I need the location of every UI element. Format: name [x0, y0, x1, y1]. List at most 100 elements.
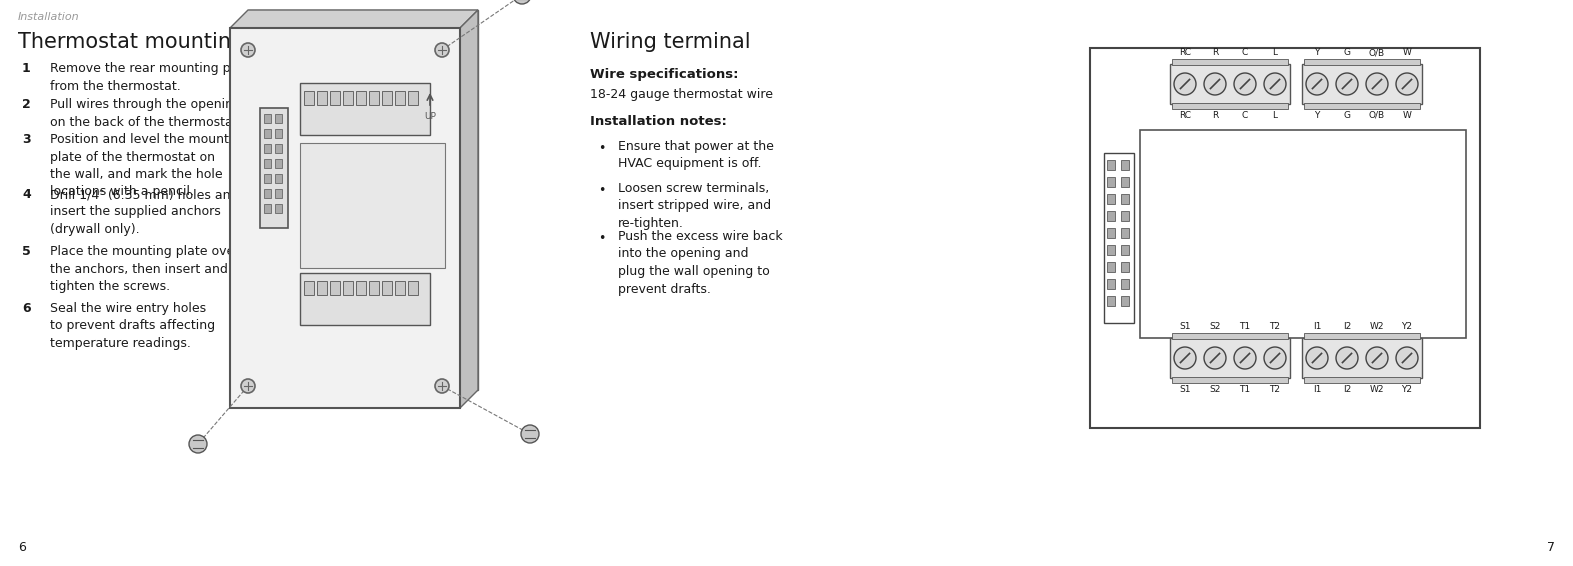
Circle shape: [521, 425, 540, 443]
Bar: [318, 281, 327, 295]
Text: 7: 7: [1546, 541, 1556, 554]
Text: R: R: [1211, 48, 1218, 57]
Text: S1: S1: [1180, 385, 1191, 394]
Bar: [264, 144, 271, 153]
Bar: [275, 204, 282, 213]
Circle shape: [1265, 73, 1287, 95]
Text: S1: S1: [1180, 322, 1191, 331]
Text: I2: I2: [1343, 385, 1351, 394]
Polygon shape: [249, 10, 478, 390]
Bar: [275, 159, 282, 168]
Polygon shape: [459, 10, 478, 408]
Circle shape: [436, 43, 448, 57]
Bar: [1122, 177, 1129, 187]
Circle shape: [1203, 347, 1225, 369]
Bar: [1122, 194, 1129, 204]
Bar: [1107, 211, 1115, 221]
Text: Ensure that power at the
HVAC equipment is off.: Ensure that power at the HVAC equipment …: [618, 140, 774, 170]
Text: I1: I1: [1313, 322, 1321, 331]
Text: Seal the wire entry holes
to prevent drafts affecting
temperature readings.: Seal the wire entry holes to prevent dra…: [50, 302, 216, 350]
Bar: [275, 189, 282, 198]
Bar: [300, 143, 445, 268]
Circle shape: [1365, 347, 1387, 369]
Text: 6: 6: [22, 302, 30, 315]
Circle shape: [241, 43, 255, 57]
Bar: [1107, 194, 1115, 204]
Bar: [395, 91, 404, 105]
Text: Installation notes:: Installation notes:: [590, 115, 727, 128]
Bar: [304, 91, 315, 105]
Circle shape: [1365, 73, 1387, 95]
Bar: [264, 204, 271, 213]
Text: Push the excess wire back
into the opening and
plug the wall opening to
prevent : Push the excess wire back into the openi…: [618, 230, 783, 295]
Text: 6: 6: [17, 541, 25, 554]
Bar: [382, 91, 392, 105]
Text: Pull wires through the opening
on the back of the thermostat.: Pull wires through the opening on the ba…: [50, 98, 242, 128]
Bar: [1107, 245, 1115, 255]
Bar: [370, 91, 379, 105]
Text: C: C: [1241, 111, 1247, 120]
Bar: [330, 281, 340, 295]
Text: Drill 1/4″ (6.35 mm) holes and
insert the supplied anchors
(drywall only).: Drill 1/4″ (6.35 mm) holes and insert th…: [50, 188, 239, 236]
Bar: [330, 91, 340, 105]
Text: I1: I1: [1313, 385, 1321, 394]
Text: Y: Y: [1315, 48, 1320, 57]
Bar: [260, 108, 288, 228]
Circle shape: [1395, 73, 1417, 95]
Text: L: L: [1273, 48, 1277, 57]
Circle shape: [1173, 73, 1195, 95]
Text: Thermostat mounting: Thermostat mounting: [17, 32, 244, 52]
Text: W2: W2: [1370, 385, 1384, 394]
Text: Installation: Installation: [17, 12, 80, 22]
Text: Y2: Y2: [1402, 385, 1413, 394]
Bar: [1304, 333, 1420, 339]
Bar: [1122, 160, 1129, 170]
Text: Wire specifications:: Wire specifications:: [590, 68, 738, 81]
Bar: [1172, 59, 1288, 65]
Bar: [1122, 228, 1129, 238]
Text: Y: Y: [1315, 111, 1320, 120]
Text: Y2: Y2: [1402, 322, 1413, 331]
Circle shape: [1173, 347, 1195, 369]
Bar: [1172, 377, 1288, 383]
Polygon shape: [230, 28, 459, 408]
Circle shape: [1335, 73, 1357, 95]
Bar: [275, 114, 282, 123]
Text: O/B: O/B: [1369, 111, 1386, 120]
Text: RC: RC: [1180, 48, 1191, 57]
Text: T1: T1: [1240, 385, 1251, 394]
Circle shape: [436, 379, 448, 393]
Text: Position and level the mounting
plate of the thermostat on
the wall, and mark th: Position and level the mounting plate of…: [50, 133, 249, 199]
Bar: [264, 174, 271, 183]
Bar: [355, 281, 367, 295]
Text: 2: 2: [22, 98, 31, 111]
Circle shape: [1265, 347, 1287, 369]
Bar: [1304, 103, 1420, 109]
Circle shape: [1233, 73, 1255, 95]
Circle shape: [241, 379, 255, 393]
Bar: [370, 281, 379, 295]
Bar: [275, 144, 282, 153]
Bar: [1107, 279, 1115, 289]
Bar: [382, 281, 392, 295]
Bar: [264, 129, 271, 138]
Bar: [264, 159, 271, 168]
Bar: [407, 281, 418, 295]
Circle shape: [1395, 347, 1417, 369]
Bar: [300, 83, 429, 135]
Bar: [1090, 48, 1480, 428]
Text: •: •: [598, 184, 606, 197]
Bar: [1122, 279, 1129, 289]
Bar: [395, 281, 404, 295]
Text: G: G: [1343, 48, 1351, 57]
Bar: [264, 189, 271, 198]
Bar: [300, 273, 429, 325]
Text: T2: T2: [1269, 322, 1280, 331]
Bar: [1107, 177, 1115, 187]
Text: Remove the rear mounting plate
from the thermostat.: Remove the rear mounting plate from the …: [50, 62, 255, 92]
Bar: [1104, 153, 1134, 323]
Text: W: W: [1403, 48, 1411, 57]
Bar: [1304, 59, 1420, 65]
Text: 18-24 gauge thermostat wire: 18-24 gauge thermostat wire: [590, 88, 772, 101]
Text: RC: RC: [1180, 111, 1191, 120]
